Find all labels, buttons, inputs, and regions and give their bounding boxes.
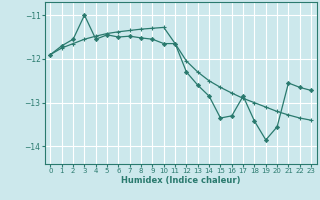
- X-axis label: Humidex (Indice chaleur): Humidex (Indice chaleur): [121, 176, 241, 185]
